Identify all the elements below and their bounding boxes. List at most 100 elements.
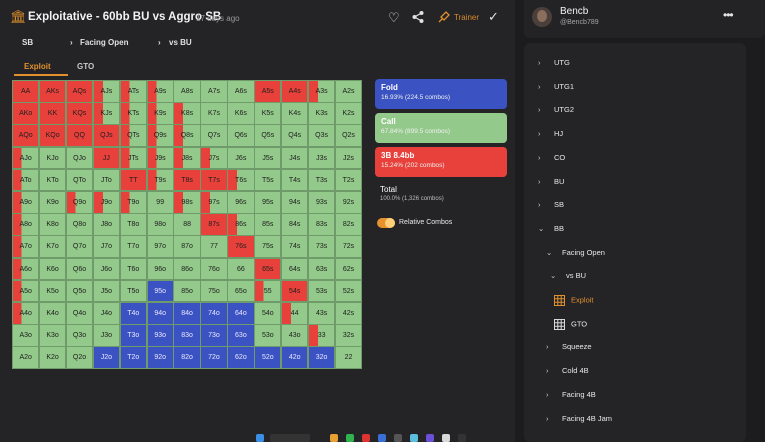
hand-cell-K6o[interactable]: K6o <box>38 257 67 281</box>
hand-cell-53s[interactable]: 53s <box>307 279 336 303</box>
hand-cell-Q3s[interactable]: Q3s <box>307 124 336 148</box>
hand-cell-AA[interactable]: AA <box>12 80 40 103</box>
hand-cell-ATs[interactable]: ATs <box>119 80 147 103</box>
tree-item-cold-4b[interactable]: › Cold 4B <box>546 366 589 375</box>
hand-cell-Q7s[interactable]: Q7s <box>200 124 228 148</box>
hand-cell-K6s[interactable]: K6s <box>227 102 255 125</box>
hand-cell-A8s[interactable]: A8s <box>173 80 201 103</box>
hand-cell-QTs[interactable]: QTs <box>119 124 147 148</box>
hand-cell-Q3o[interactable]: Q3o <box>65 324 94 347</box>
hand-cell-87s[interactable]: 87s <box>200 213 228 236</box>
hand-cell-A3s[interactable]: A3s <box>307 80 336 103</box>
hand-cell-95s[interactable]: 95s <box>254 191 282 214</box>
tree-item-facing-4b[interactable]: › Facing 4B <box>546 390 596 399</box>
hand-cell-T6s[interactable]: T6s <box>227 168 255 192</box>
hand-cell-65s[interactable]: 65s <box>254 257 282 281</box>
tree-item-gto[interactable]: GTO <box>554 318 587 330</box>
hand-cell-K9s[interactable]: K9s <box>146 102 174 125</box>
hand-cell-Q5o[interactable]: Q5o <box>65 279 94 303</box>
hand-cell-KTo[interactable]: KTo <box>38 168 67 192</box>
check-icon[interactable]: ✓ <box>488 9 499 24</box>
hand-cell-A9o[interactable]: A9o <box>12 191 40 214</box>
hand-cell-94o[interactable]: 94o <box>146 302 174 325</box>
hand-cell-JTo[interactable]: JTo <box>92 168 121 192</box>
hand-cell-43o[interactable]: 43o <box>281 324 309 347</box>
tree-item-bb[interactable]: ⌄ BB <box>538 224 564 233</box>
hand-cell-97s[interactable]: 97s <box>200 191 228 214</box>
hand-cell-J9s[interactable]: J9s <box>146 146 174 170</box>
hand-cell-53o[interactable]: 53o <box>254 324 282 347</box>
hand-cell-74o[interactable]: 74o <box>200 302 228 325</box>
hand-cell-KQo[interactable]: KQo <box>38 124 67 148</box>
hand-cell-KQs[interactable]: KQs <box>65 102 94 125</box>
tree-item-facing-4b-jam[interactable]: › Facing 4B Jam <box>546 414 612 423</box>
hand-cell-T2o[interactable]: T2o <box>119 346 147 370</box>
hand-cell-J5o[interactable]: J5o <box>92 279 121 303</box>
hand-cell-AJo[interactable]: AJo <box>12 146 40 170</box>
hand-cell-84o[interactable]: 84o <box>173 302 201 325</box>
hand-cell-A3o[interactable]: A3o <box>12 324 40 347</box>
hand-cell-Q9o[interactable]: Q9o <box>65 191 94 214</box>
hand-cell-T5o[interactable]: T5o <box>119 279 147 303</box>
hand-cell-A2o[interactable]: A2o <box>12 346 40 370</box>
hand-cell-98o[interactable]: 98o <box>146 213 174 236</box>
hand-cell-63o[interactable]: 63o <box>227 324 255 347</box>
hand-cell-84s[interactable]: 84s <box>281 213 309 236</box>
hand-cell-T5s[interactable]: T5s <box>254 168 282 192</box>
hand-cell-82o[interactable]: 82o <box>173 346 201 370</box>
heart-icon[interactable]: ♡ <box>388 10 400 25</box>
action-fold[interactable]: Fold 16.93% (224.5 combos) <box>375 79 507 109</box>
trainer-icon[interactable] <box>438 11 450 23</box>
hand-cell-75o[interactable]: 75o <box>200 279 228 303</box>
app-icon[interactable] <box>442 434 450 442</box>
hand-cell-K3s[interactable]: K3s <box>307 102 336 125</box>
hand-cell-K5s[interactable]: K5s <box>254 102 282 125</box>
hand-cell-86s[interactable]: 86s <box>227 213 255 236</box>
hand-cell-KTs[interactable]: KTs <box>119 102 147 125</box>
hand-cell-T8o[interactable]: T8o <box>119 213 147 236</box>
hand-cell-66[interactable]: 66 <box>227 257 255 281</box>
hand-cell-73s[interactable]: 73s <box>307 235 336 259</box>
hand-cell-93o[interactable]: 93o <box>146 324 174 347</box>
hand-cell-ATo[interactable]: ATo <box>12 168 40 192</box>
hand-cell-Q4s[interactable]: Q4s <box>281 124 309 148</box>
hand-cell-42o[interactable]: 42o <box>281 346 309 370</box>
hand-cell-J7o[interactable]: J7o <box>92 235 121 259</box>
hand-cell-KK[interactable]: KK <box>38 102 67 125</box>
hand-cell-95o[interactable]: 95o <box>146 279 174 303</box>
hand-cell-J8o[interactable]: J8o <box>92 213 121 236</box>
windows-icon[interactable] <box>256 434 264 442</box>
hand-cell-64s[interactable]: 64s <box>281 257 309 281</box>
hand-cell-K9o[interactable]: K9o <box>38 191 67 214</box>
hand-cell-63s[interactable]: 63s <box>307 257 336 281</box>
hand-cell-87o[interactable]: 87o <box>173 235 201 259</box>
hand-cell-T7s[interactable]: T7s <box>200 168 228 192</box>
hand-cell-97o[interactable]: 97o <box>146 235 174 259</box>
breadcrumb-item[interactable]: vs BU <box>169 38 192 47</box>
hand-cell-A5o[interactable]: A5o <box>12 279 40 303</box>
hand-cell-QTo[interactable]: QTo <box>65 168 94 192</box>
share-icon[interactable] <box>411 10 425 24</box>
action-call[interactable]: Call 67.84% (899.5 combos) <box>375 113 507 143</box>
hand-cell-KJo[interactable]: KJo <box>38 146 67 170</box>
tree-item-vs-bu[interactable]: ⌄ vs BU <box>550 271 586 280</box>
trainer-button[interactable]: Trainer <box>454 13 480 22</box>
hand-cell-T4s[interactable]: T4s <box>281 168 309 192</box>
hand-cell-Q2s[interactable]: Q2s <box>334 124 363 148</box>
tree-item-facing-open[interactable]: ⌄ Facing Open <box>546 248 605 257</box>
hand-cell-AKs[interactable]: AKs <box>38 80 67 103</box>
breadcrumb-item[interactable]: Facing Open <box>80 38 129 47</box>
hand-cell-T4o[interactable]: T4o <box>119 302 147 325</box>
hand-cell-76s[interactable]: 76s <box>227 235 255 259</box>
hand-cell-T8s[interactable]: T8s <box>173 168 201 192</box>
hand-cell-42s[interactable]: 42s <box>334 302 363 325</box>
hand-cell-QJs[interactable]: QJs <box>92 124 121 148</box>
hand-cell-J5s[interactable]: J5s <box>254 146 282 170</box>
hand-cell-44[interactable]: 44 <box>281 302 309 325</box>
hand-cell-A9s[interactable]: A9s <box>146 80 174 103</box>
hand-cell-52s[interactable]: 52s <box>334 279 363 303</box>
hand-cell-72s[interactable]: 72s <box>334 235 363 259</box>
hand-cell-92s[interactable]: 92s <box>334 191 363 214</box>
tree-item-hj[interactable]: › HJ <box>538 129 563 138</box>
hand-cell-32s[interactable]: 32s <box>334 324 363 347</box>
